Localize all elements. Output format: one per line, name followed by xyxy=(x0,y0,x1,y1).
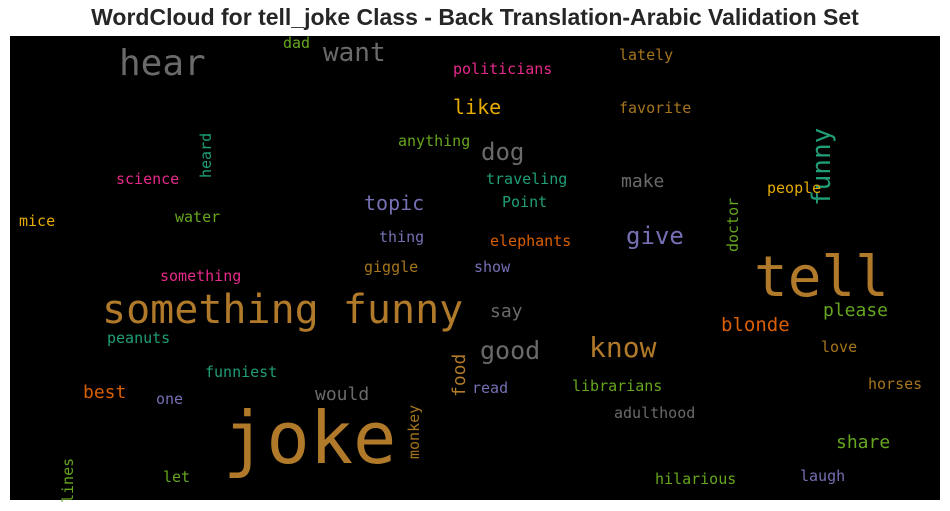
word-know: know xyxy=(589,331,657,364)
wordcloud-canvas: joke tell something funny hear know good want f… xyxy=(10,34,940,503)
word-best: best xyxy=(83,382,127,403)
word-one: one xyxy=(156,390,184,408)
word-favorite: favorite xyxy=(619,99,692,117)
word-librarians: librarians xyxy=(572,377,663,395)
word-topic: topic xyxy=(364,191,425,215)
word-funniest: funniest xyxy=(205,363,278,381)
chart-title: WordCloud for tell_joke Class - Back Tra… xyxy=(91,4,859,30)
word-hilarious: hilarious xyxy=(655,470,737,488)
word-share: share xyxy=(836,432,891,453)
word-make: make xyxy=(621,171,665,192)
word-blonde: blonde xyxy=(721,314,790,336)
word-like: like xyxy=(453,95,502,119)
word-laugh: laugh xyxy=(800,467,846,485)
word-good: good xyxy=(480,336,541,365)
word-adulthood: adulthood xyxy=(614,404,696,422)
word-point: Point xyxy=(502,193,548,211)
word-love: love xyxy=(821,338,858,356)
word-water: water xyxy=(175,208,221,226)
word-hear: hear xyxy=(119,43,206,84)
word-read: read xyxy=(472,379,509,397)
word-doctor: doctor xyxy=(724,197,742,252)
word-mice: mice xyxy=(19,212,56,230)
word-anything: anything xyxy=(398,132,471,150)
word-monkey: monkey xyxy=(405,404,423,459)
word-show: show xyxy=(474,258,511,276)
word-politicians: politicians xyxy=(453,60,553,78)
word-lines: lines xyxy=(59,457,77,503)
word-people: people xyxy=(767,179,822,197)
word-elephants: elephants xyxy=(490,232,572,250)
word-want: want xyxy=(323,38,386,68)
word-dad: dad xyxy=(283,34,311,52)
word-traveling: traveling xyxy=(486,170,568,188)
word-tell: tell xyxy=(754,245,889,310)
word-give: give xyxy=(626,222,684,250)
word-would: would xyxy=(315,384,370,405)
word-horses: horses xyxy=(868,375,923,393)
word-something-funny: something funny xyxy=(102,287,464,333)
word-science: science xyxy=(116,170,180,188)
word-lately: lately xyxy=(619,46,674,64)
word-food: food xyxy=(449,353,470,397)
word-joke: joke xyxy=(223,396,397,480)
word-heard: heard xyxy=(197,132,215,178)
word-peanuts: peanuts xyxy=(107,329,171,347)
word-thing: thing xyxy=(379,228,425,246)
word-let: let xyxy=(163,468,191,486)
word-giggle: giggle xyxy=(364,258,419,276)
word-please: please xyxy=(823,300,889,321)
word-something: something xyxy=(160,267,242,285)
word-say: say xyxy=(490,301,523,322)
word-dog: dog xyxy=(481,138,525,166)
